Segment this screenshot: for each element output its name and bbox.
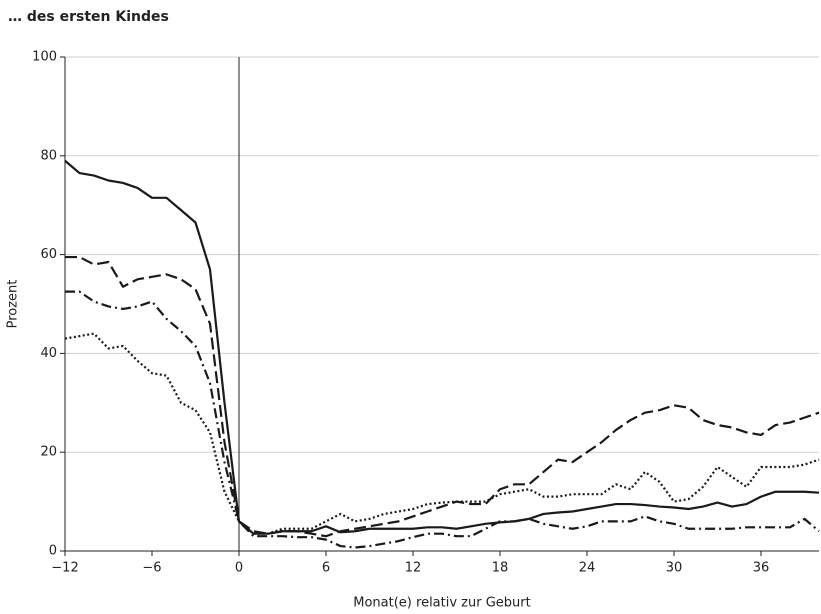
x-axis-label: Monat(e) relativ zur Geburt	[353, 596, 530, 611]
x-tick-label: 24	[579, 561, 596, 576]
line-series	[65, 290, 820, 549]
x-tick-label: 12	[405, 561, 422, 576]
x-tick-label: −12	[51, 561, 78, 576]
x-tick-label: 6	[322, 561, 330, 576]
y-tick-label: 80	[40, 148, 57, 163]
x-tick-label: 30	[666, 561, 683, 576]
x-tick-label: 36	[753, 561, 770, 576]
line-series	[64, 159, 820, 535]
x-tick-label: −6	[142, 561, 161, 576]
line-series	[65, 255, 820, 538]
x-tick-label: 0	[235, 561, 243, 576]
y-tick-label: 20	[40, 445, 57, 460]
chart-title: … des ersten Kindes	[8, 9, 169, 25]
line-series	[64, 332, 820, 535]
y-tick-label: 60	[40, 247, 57, 262]
y-axis-label: Prozent	[6, 280, 21, 329]
y-tick-label: 100	[32, 50, 57, 65]
y-tick-label: 40	[40, 346, 57, 361]
y-tick-label: 0	[49, 544, 57, 559]
x-tick-label: 18	[492, 561, 509, 576]
